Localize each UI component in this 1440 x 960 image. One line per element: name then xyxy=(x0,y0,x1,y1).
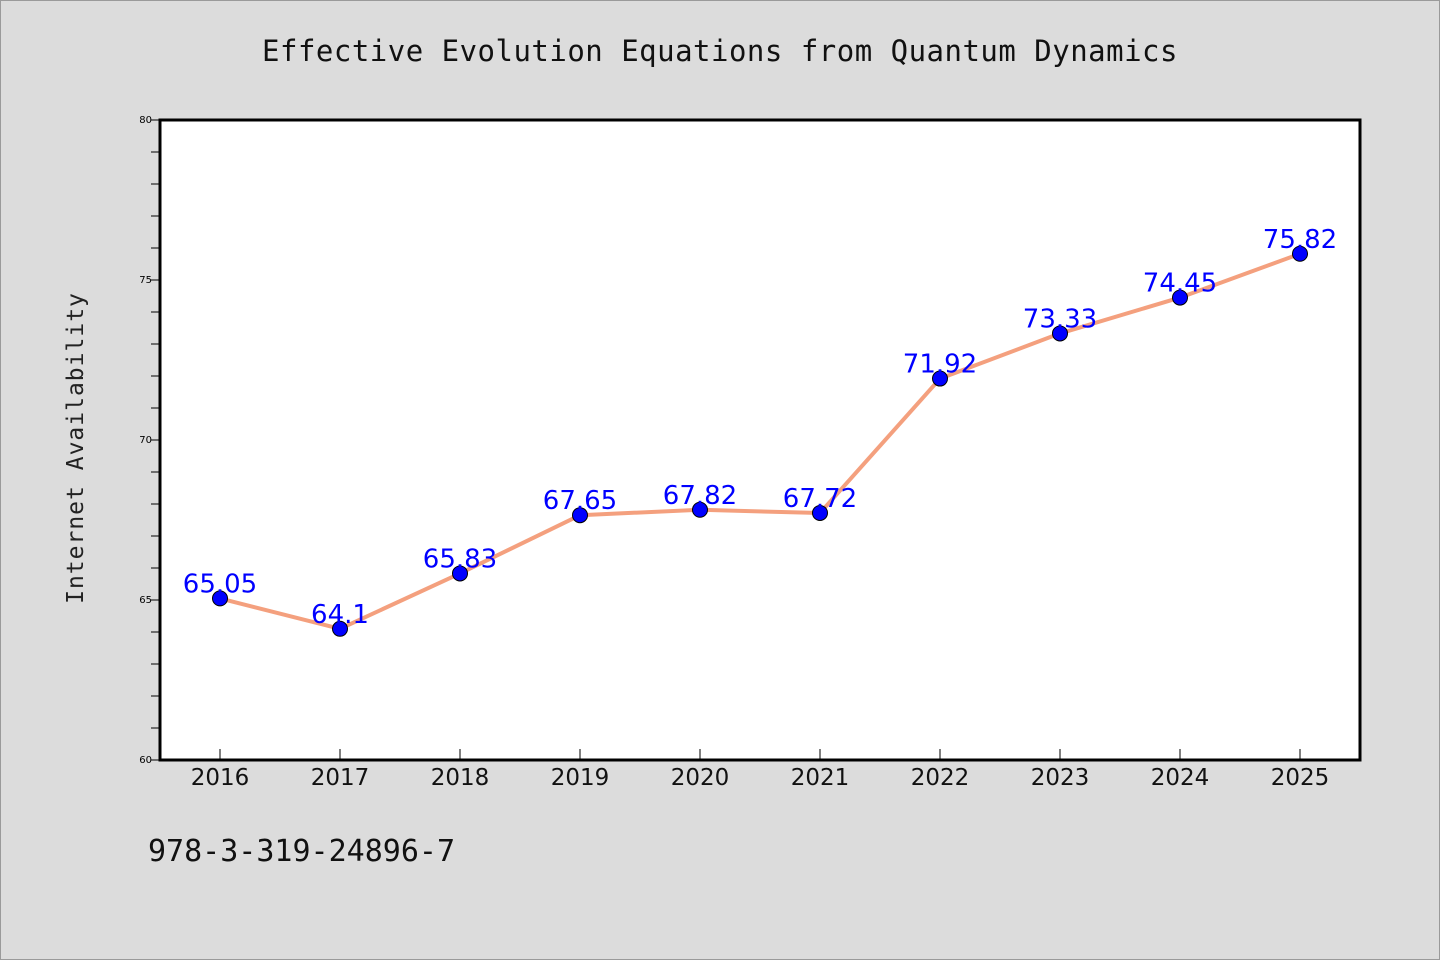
y-tick-label: 80 xyxy=(139,115,152,126)
plot-area xyxy=(158,118,1362,762)
x-tick-label: 2016 xyxy=(191,765,250,791)
data-point xyxy=(332,620,348,637)
x-tick-label: 2025 xyxy=(1271,765,1330,791)
x-tick-label: 2021 xyxy=(791,765,850,791)
data-labels: 65.05 64.1 65.83 67.65 67.82 67.72 71.92 73.33 7… xyxy=(183,225,1337,630)
data-label: 74.45 xyxy=(1143,269,1217,299)
data-point xyxy=(1172,289,1188,306)
data-label: 71.92 xyxy=(903,350,977,380)
data-label: 65.83 xyxy=(423,544,497,574)
series-line xyxy=(219,251,1301,631)
data-label: 65.05 xyxy=(183,569,257,599)
x-tick-label: 2022 xyxy=(911,765,970,791)
y-tick-label: 65 xyxy=(139,595,152,606)
data-point xyxy=(452,565,468,582)
x-tick-label: 2018 xyxy=(431,765,490,791)
data-label: 67.72 xyxy=(783,484,857,514)
data-point xyxy=(692,501,708,518)
x-tick-label: 2023 xyxy=(1031,765,1090,791)
data-markers xyxy=(212,245,1308,637)
x-axis-ticks: 2016 2017 2018 2019 2020 2021 2022 2023 2024 2025 xyxy=(191,749,1330,791)
x-tick-label: 2019 xyxy=(551,765,610,791)
data-point xyxy=(1292,245,1308,262)
x-tick-label: 2024 xyxy=(1151,765,1210,791)
y-tick-label: 60 xyxy=(139,755,152,766)
data-label: 64.1 xyxy=(311,600,369,630)
isbn-text: 978-3-319-24896-7 xyxy=(148,834,456,869)
data-label: 67.82 xyxy=(663,481,737,511)
x-tick-label: 2020 xyxy=(671,765,730,791)
data-point xyxy=(1052,325,1068,342)
data-point xyxy=(572,507,588,524)
data-label: 75.82 xyxy=(1263,225,1337,255)
data-label: 67.65 xyxy=(543,486,617,516)
y-tick-label: 70 xyxy=(139,435,152,446)
x-tick-label: 2017 xyxy=(311,765,370,791)
y-axis-ticks: 60 65 70 75 80 xyxy=(139,115,160,766)
chart-title: Effective Evolution Equations from Quant… xyxy=(262,34,1178,68)
data-point xyxy=(812,504,828,521)
data-label: 73.33 xyxy=(1023,304,1097,334)
data-point xyxy=(212,590,228,607)
data-point xyxy=(932,370,948,387)
y-tick-label: 75 xyxy=(139,275,152,286)
